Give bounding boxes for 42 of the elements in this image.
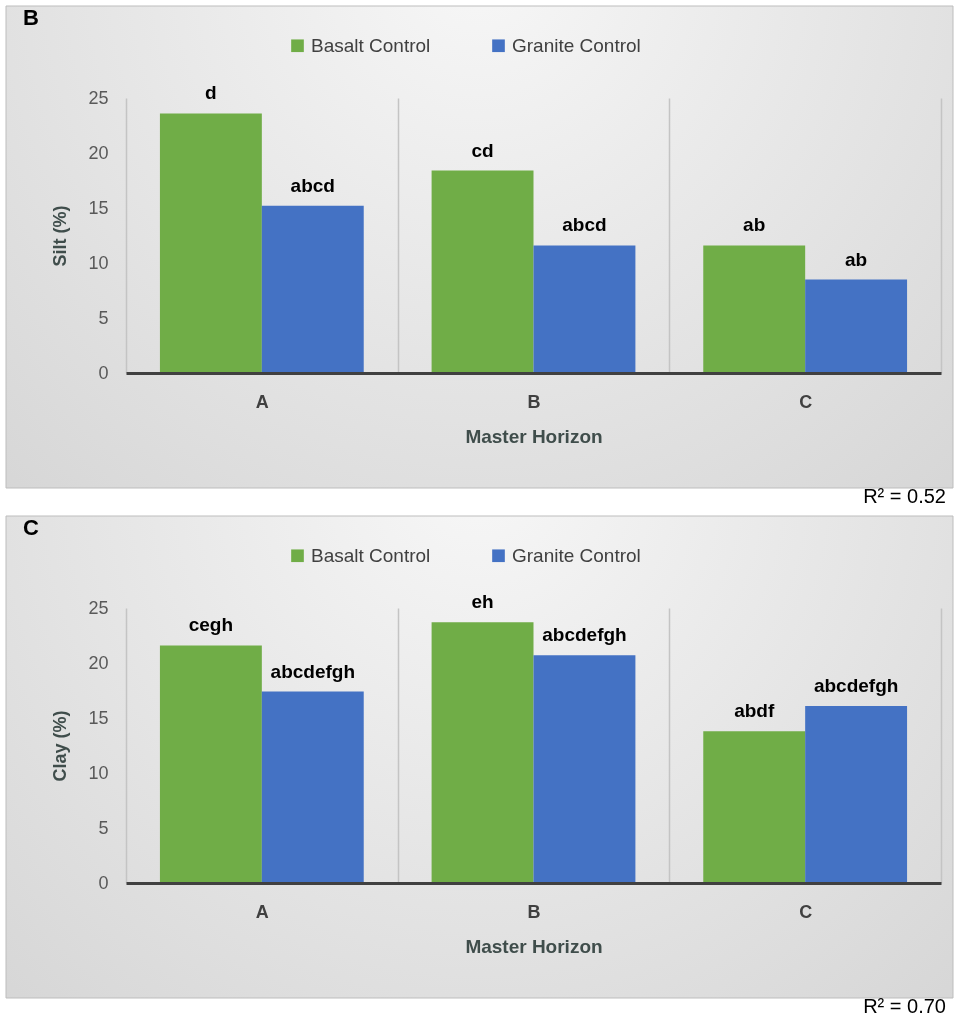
data-label: abcdefgh: [813, 674, 899, 696]
x-tick-label: A: [255, 901, 269, 922]
legend-label: Granite Control: [512, 544, 641, 566]
y-axis-title: Clay (%): [50, 710, 71, 782]
chart-title: B: [23, 4, 39, 30]
data-label: cd: [471, 139, 494, 161]
y-tick-label: 10: [88, 762, 109, 783]
x-tick-label: C: [799, 391, 813, 412]
x-axis-title: Master Horizon: [465, 935, 603, 957]
legend-label: Basalt Control: [311, 34, 431, 56]
data-label: ab: [845, 248, 868, 270]
data-label: abcd: [290, 174, 335, 196]
chart-title: C: [23, 514, 39, 540]
y-axis-title: Silt (%): [50, 205, 71, 267]
y-tick-label: 20: [88, 652, 109, 673]
legend-label: Basalt Control: [311, 544, 431, 566]
y-tick-label: 5: [98, 307, 109, 328]
y-tick-label: 20: [88, 142, 109, 163]
y-tick-label: 15: [88, 197, 109, 218]
data-label: cegh: [188, 614, 234, 636]
y-tick-label: 0: [98, 872, 109, 893]
y-tick-label: 10: [88, 252, 109, 273]
x-axis-title: Master Horizon: [465, 425, 603, 447]
y-tick-label: 15: [88, 707, 109, 728]
data-label: eh: [471, 591, 494, 613]
x-tick-label: A: [255, 391, 269, 412]
x-tick-label: B: [527, 391, 541, 412]
x-tick-label: C: [799, 901, 813, 922]
data-label: abcdefgh: [542, 624, 627, 646]
text: R² = 0.52: [863, 485, 946, 507]
data-label: abcdefgh: [270, 660, 356, 682]
x-tick-label: B: [527, 901, 541, 922]
y-tick-label: 25: [88, 597, 109, 618]
legend-label: Granite Control: [512, 34, 641, 56]
data-label: abcd: [562, 214, 607, 236]
y-tick-label: 25: [88, 87, 109, 108]
data-label: d: [205, 82, 217, 104]
y-tick-label: 5: [98, 817, 109, 838]
data-label: ab: [743, 214, 766, 236]
data-label: abdf: [734, 700, 775, 722]
text: R² = 0.70: [863, 995, 946, 1017]
y-tick-label: 0: [98, 362, 109, 383]
